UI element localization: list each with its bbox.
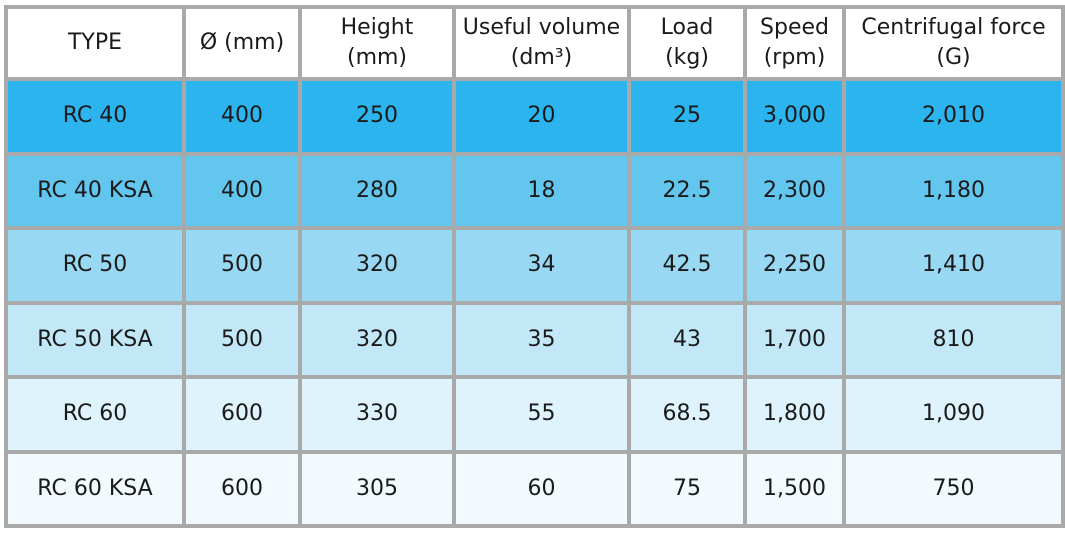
header-load: Load (kg) <box>627 5 747 81</box>
header-height: Height (mm) <box>298 5 456 81</box>
cell-speed: 3,000 <box>743 77 846 156</box>
cell-speed: 1,700 <box>743 300 846 379</box>
cell-load: 75 <box>627 449 747 528</box>
table-row: RC 40 400 250 20 25 3,000 2,010 <box>4 77 1065 156</box>
cell-diameter: 600 <box>182 449 302 528</box>
table-row: RC 60 600 330 55 68.5 1,800 1,090 <box>4 375 1065 454</box>
header-type: TYPE <box>4 5 186 81</box>
cell-centrifugal-force: 810 <box>842 300 1065 379</box>
table-row: RC 60 KSA 600 305 60 75 1,500 750 <box>4 449 1065 528</box>
cell-centrifugal-force: 750 <box>842 449 1065 528</box>
cell-speed: 2,300 <box>743 151 846 230</box>
cell-diameter: 400 <box>182 77 302 156</box>
cell-height: 280 <box>298 151 456 230</box>
cell-load: 25 <box>627 77 747 156</box>
header-diameter: Ø (mm) <box>182 5 302 81</box>
cell-type: RC 50 KSA <box>4 300 186 379</box>
table-row: RC 50 KSA 500 320 35 43 1,700 810 <box>4 300 1065 379</box>
cell-speed: 1,500 <box>743 449 846 528</box>
cell-diameter: 600 <box>182 375 302 454</box>
cell-height: 320 <box>298 226 456 305</box>
cell-height: 250 <box>298 77 456 156</box>
cell-diameter: 500 <box>182 300 302 379</box>
table-row: RC 40 KSA 400 280 18 22.5 2,300 1,180 <box>4 151 1065 230</box>
cell-load: 22.5 <box>627 151 747 230</box>
cell-height: 320 <box>298 300 456 379</box>
cell-height: 305 <box>298 449 456 528</box>
table-row: RC 50 500 320 34 42.5 2,250 1,410 <box>4 226 1065 305</box>
cell-load: 68.5 <box>627 375 747 454</box>
cell-centrifugal-force: 2,010 <box>842 77 1065 156</box>
header-speed: Speed (rpm) <box>743 5 846 81</box>
header-useful-volume: Useful volume (dm³) <box>452 5 631 81</box>
cell-centrifugal-force: 1,090 <box>842 375 1065 454</box>
cell-useful-volume: 55 <box>452 375 631 454</box>
cell-useful-volume: 34 <box>452 226 631 305</box>
cell-diameter: 500 <box>182 226 302 305</box>
cell-type: RC 40 KSA <box>4 151 186 230</box>
cell-type: RC 50 <box>4 226 186 305</box>
cell-centrifugal-force: 1,180 <box>842 151 1065 230</box>
cell-speed: 2,250 <box>743 226 846 305</box>
cell-load: 43 <box>627 300 747 379</box>
cell-diameter: 400 <box>182 151 302 230</box>
cell-type: RC 60 <box>4 375 186 454</box>
cell-useful-volume: 20 <box>452 77 631 156</box>
spec-table-container: TYPE Ø (mm) Height (mm) Useful volume (dm³… <box>4 5 1065 528</box>
cell-load: 42.5 <box>627 226 747 305</box>
centrifuge-spec-table: TYPE Ø (mm) Height (mm) Useful volume (dm³… <box>4 5 1065 528</box>
cell-useful-volume: 18 <box>452 151 631 230</box>
cell-useful-volume: 35 <box>452 300 631 379</box>
cell-height: 330 <box>298 375 456 454</box>
cell-type: RC 60 KSA <box>4 449 186 528</box>
header-centrifugal-force: Centrifugal force (G) <box>842 5 1065 81</box>
cell-type: RC 40 <box>4 77 186 156</box>
header-row: TYPE Ø (mm) Height (mm) Useful volume (dm³… <box>4 5 1065 81</box>
cell-centrifugal-force: 1,410 <box>842 226 1065 305</box>
cell-useful-volume: 60 <box>452 449 631 528</box>
cell-speed: 1,800 <box>743 375 846 454</box>
